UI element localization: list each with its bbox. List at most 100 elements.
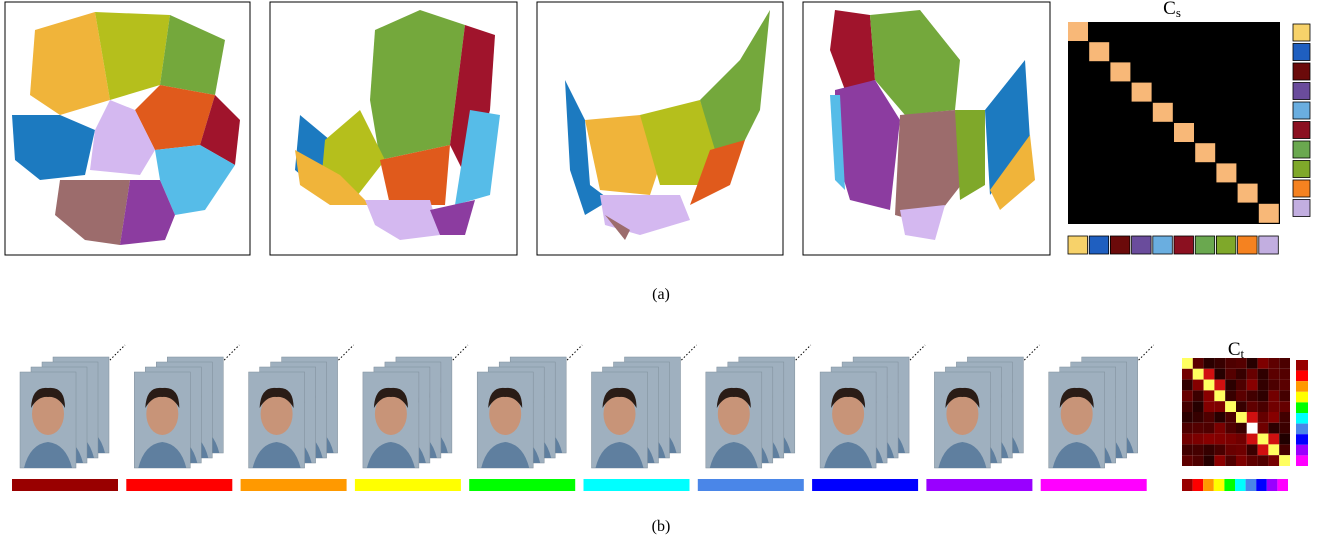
matrix-cell	[1193, 358, 1204, 369]
segment-bar	[355, 479, 461, 491]
matrix-cell	[1258, 455, 1269, 466]
frame-stacks	[20, 345, 1154, 468]
diagonal-cell	[1153, 103, 1173, 122]
matrix-cell	[1236, 380, 1247, 391]
matrix-cell	[1182, 358, 1193, 369]
matrix-cell	[1279, 412, 1290, 423]
legend-swatch	[1214, 479, 1225, 491]
matrix-cell	[1214, 358, 1225, 369]
matrix-cell	[1214, 412, 1225, 423]
matrix-cs-row-legend	[1293, 24, 1310, 217]
matrix-cell	[1268, 455, 1279, 466]
legend-swatch	[1193, 479, 1204, 491]
legend-swatch	[1296, 455, 1308, 466]
matrix-cell	[1236, 358, 1247, 369]
matrix-cell	[1204, 444, 1215, 455]
matrix-cell	[1258, 380, 1269, 391]
matrix-cell	[1182, 444, 1193, 455]
matrix-cell	[1236, 401, 1247, 412]
legend-swatch	[1224, 479, 1235, 491]
cloud-panel-4	[803, 2, 1050, 255]
matrix-symbol: C	[1228, 339, 1241, 360]
matrix-cell	[1279, 369, 1290, 380]
legend-swatch	[1293, 122, 1310, 139]
matrix-cell	[1258, 423, 1269, 434]
matrix-cell	[1182, 401, 1193, 412]
matrix-cell	[1225, 412, 1236, 423]
matrix-cell	[1182, 369, 1193, 380]
matrix-cell	[1279, 423, 1290, 434]
matrix-cell	[1268, 401, 1279, 412]
diagonal-cell	[1238, 184, 1258, 203]
matrix-cell	[1193, 423, 1204, 434]
matrix-cell	[1268, 358, 1279, 369]
matrix-cell	[1247, 390, 1258, 401]
matrix-cell	[1193, 455, 1204, 466]
segment-bar	[12, 479, 118, 491]
legend-swatch	[1293, 83, 1310, 100]
page: Cs (a) Ct (b) (() => { const data = JSON…	[0, 0, 1322, 548]
matrix-cell	[1279, 380, 1290, 391]
legend-swatch	[1293, 63, 1310, 80]
legend-swatch	[1235, 479, 1246, 491]
segment-bar	[241, 479, 347, 491]
legend-swatch	[1068, 236, 1088, 254]
matrix-cell	[1268, 444, 1279, 455]
matrix-cell	[1279, 444, 1290, 455]
matrix-cell	[1268, 434, 1279, 445]
legend-swatch	[1195, 236, 1215, 254]
figure: Cs (a) Ct (b)	[0, 0, 1322, 543]
legend-swatch	[1174, 236, 1194, 254]
matrix-cell	[1236, 369, 1247, 380]
legend-swatch	[1132, 236, 1152, 254]
diagonal-cell	[1174, 123, 1194, 142]
matrix-cell	[1225, 455, 1236, 466]
matrix-cell	[1225, 380, 1236, 391]
legend-swatch	[1267, 479, 1278, 491]
caption-b: (b)	[652, 518, 671, 535]
matrix-cell	[1204, 423, 1215, 434]
matrix-cell	[1236, 434, 1247, 445]
matrix-cell	[1193, 380, 1204, 391]
legend-swatch	[1296, 371, 1308, 382]
legend-swatch	[1246, 479, 1257, 491]
cloud-panel-3	[537, 2, 783, 255]
legend-swatch	[1182, 479, 1193, 491]
diagonal-cell	[1110, 62, 1130, 81]
legend-swatch	[1296, 434, 1308, 445]
matrix-cs-label: Cs	[1163, 0, 1181, 20]
matrix-cell	[1214, 444, 1225, 455]
matrix-cell	[1204, 401, 1215, 412]
matrix-cell	[1214, 434, 1225, 445]
matrix-cell	[1204, 380, 1215, 391]
matrix-cell	[1268, 423, 1279, 434]
matrix-cell	[1279, 434, 1290, 445]
cloud-panel-2	[270, 2, 517, 255]
matrix-cell	[1225, 434, 1236, 445]
legend-swatch	[1277, 479, 1288, 491]
matrix-cell	[1214, 380, 1225, 391]
segment-bar	[584, 479, 690, 491]
matrix-cell	[1182, 455, 1193, 466]
matrix-cell	[1204, 390, 1215, 401]
diagonal-cell	[1259, 204, 1279, 223]
matrix-cell	[1247, 412, 1258, 423]
matrix-cell	[1268, 390, 1279, 401]
matrix-ct-col-legend	[1182, 479, 1288, 491]
matrix-cell	[1258, 390, 1269, 401]
matrix-cell	[1247, 401, 1258, 412]
matrix-subscript: s	[1176, 5, 1181, 20]
matrix-cell	[1268, 412, 1279, 423]
matrix-cell	[1182, 423, 1193, 434]
matrix-cell	[1182, 380, 1193, 391]
legend-swatch	[1293, 141, 1310, 158]
matrix-cell	[1204, 434, 1215, 445]
matrix-cell	[1214, 401, 1225, 412]
legend-swatch	[1296, 392, 1308, 403]
matrix-cell	[1225, 444, 1236, 455]
legend-swatch	[1293, 161, 1310, 178]
legend-swatch	[1296, 413, 1308, 424]
diagonal-cell	[1132, 83, 1152, 102]
legend-swatch	[1203, 479, 1214, 491]
matrix-cell	[1225, 358, 1236, 369]
